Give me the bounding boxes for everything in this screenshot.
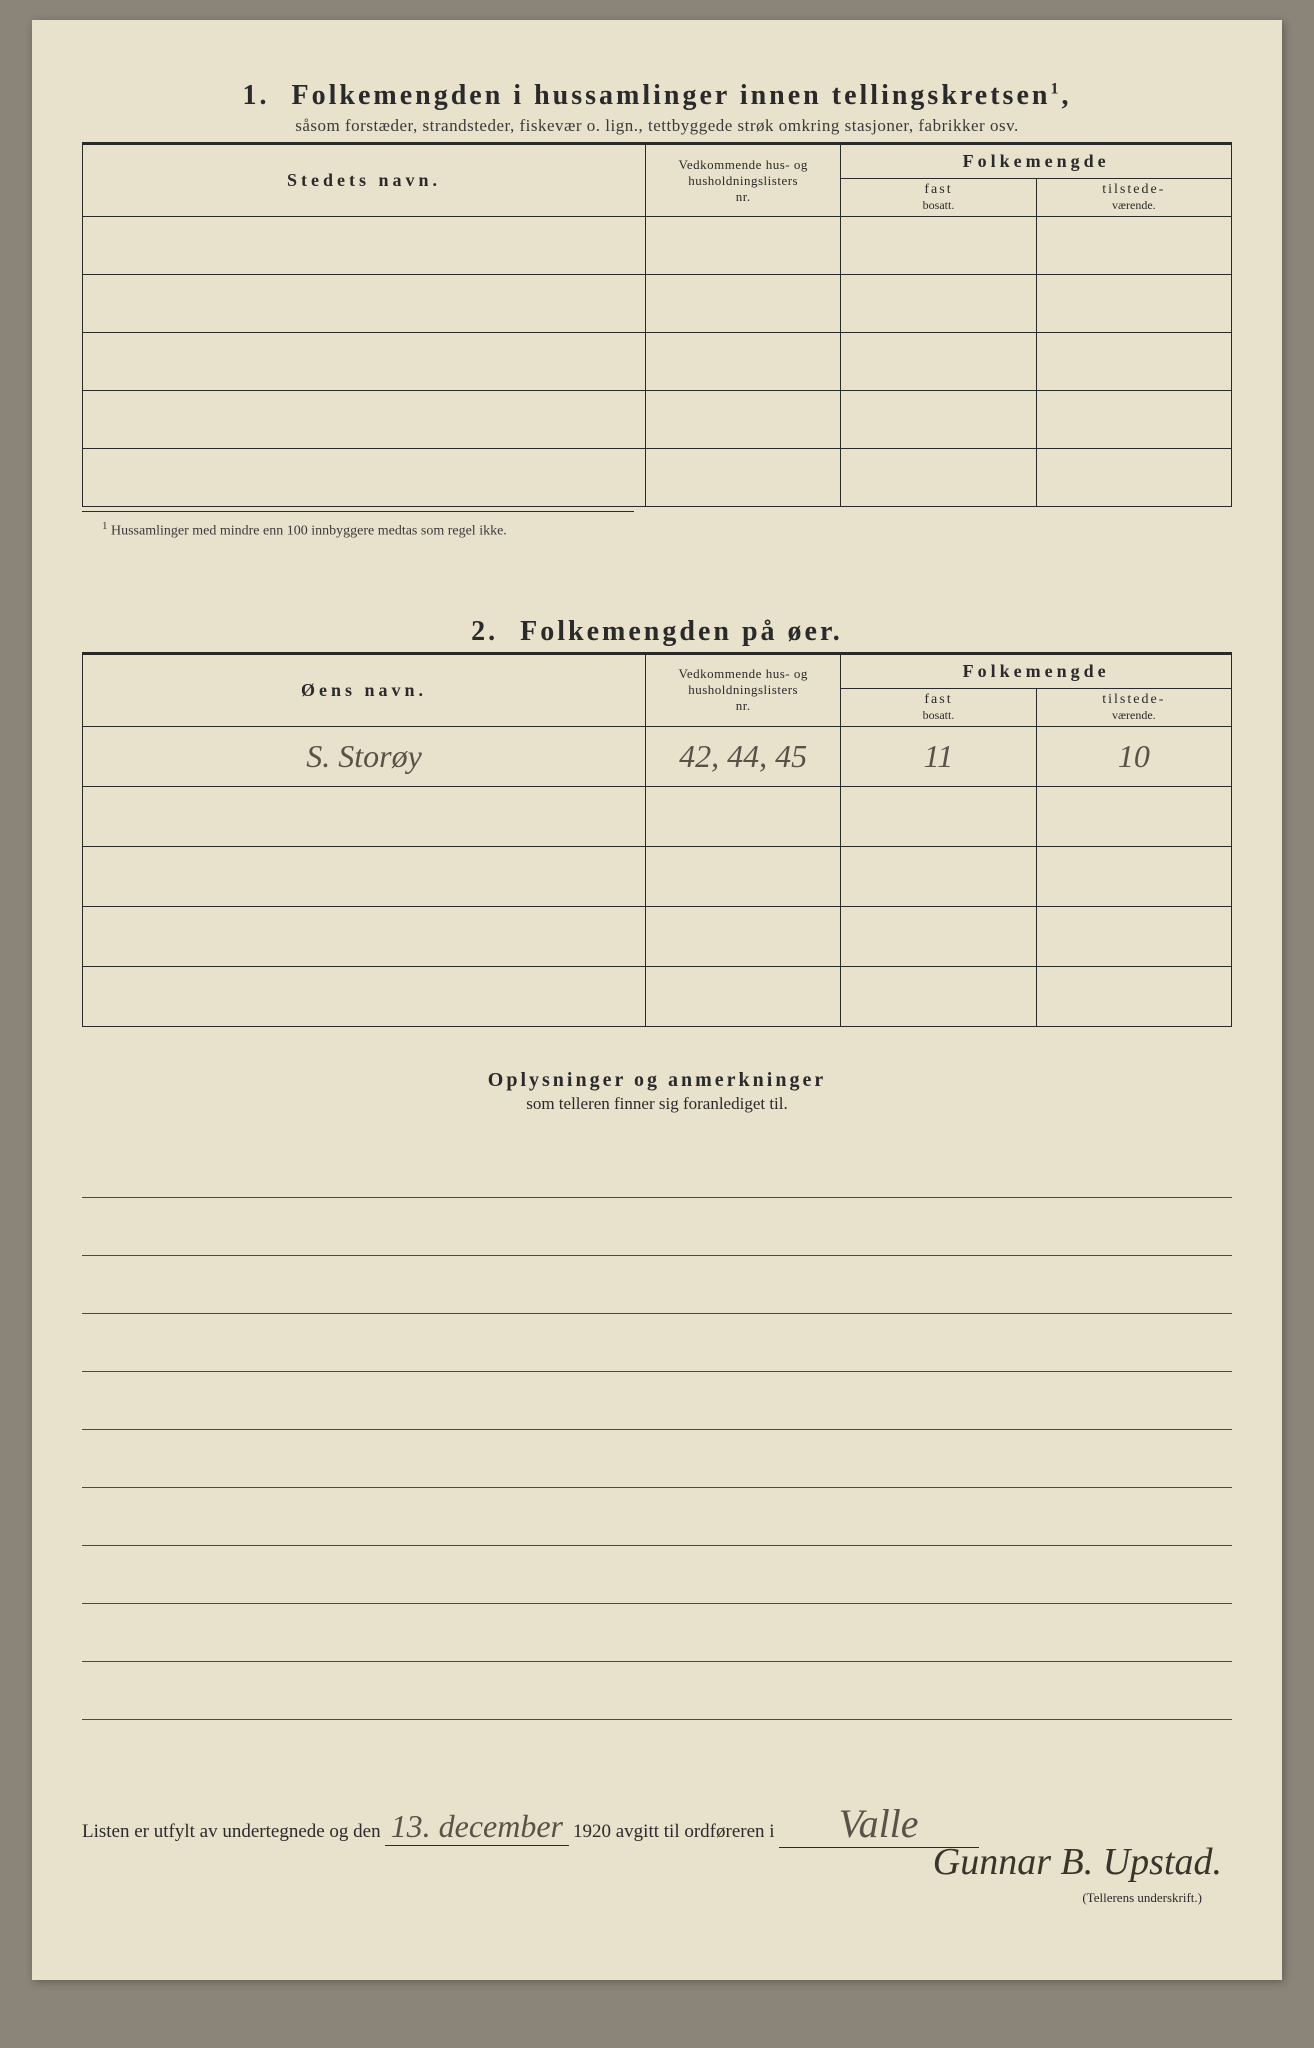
section1-hdr-ref: Vedkommende hus- og husholdningslisters … <box>646 145 841 217</box>
ruled-line <box>82 1256 1232 1314</box>
table-row: S. Storøy 42, 44, 45 11 10 <box>83 726 1232 786</box>
section2-hdr-name: Øens navn. <box>83 654 646 726</box>
section1-title: 1. Folkemengden i hussamlinger innen tel… <box>82 80 1232 112</box>
signature-area: Listen er utfylt av undertegnede og den … <box>82 1800 1232 1848</box>
ruled-line <box>82 1546 1232 1604</box>
sig-caption: (Tellerens underskrift.) <box>1082 1890 1202 1906</box>
cell-fast: 11 <box>924 738 954 774</box>
section1-subtitle: såsom forstæder, strandsteder, fiskevær … <box>82 116 1232 136</box>
table-row <box>83 906 1232 966</box>
cell-name: S. Storøy <box>306 738 422 774</box>
ruled-line <box>82 1140 1232 1198</box>
table-row <box>83 846 1232 906</box>
section-3: Oplysninger og anmerkninger som telleren… <box>82 1069 1232 1720</box>
section2-hdr-til: tilstede-værende. <box>1036 688 1231 726</box>
section2-table: Øens navn. Vedkommende hus- og husholdni… <box>82 654 1232 1027</box>
table-row <box>83 391 1232 449</box>
section2-tbody: S. Storøy 42, 44, 45 11 10 <box>83 726 1232 1026</box>
footnote-sup: 1 <box>102 520 108 532</box>
section2-number: 2. <box>471 616 498 647</box>
section2-hdr-ref: Vedkommende hus- og husholdningslisters … <box>646 654 841 726</box>
section2-hdr-folkemengde: Folkemengde <box>841 654 1232 688</box>
section1-title-sup: 1 <box>1050 81 1061 98</box>
cell-til: 10 <box>1118 738 1150 774</box>
section1-footnote: 1 Hussamlinger med mindre enn 100 innbyg… <box>82 511 634 546</box>
ruled-line <box>82 1604 1232 1662</box>
sig-mid: avgitt til ordføreren i <box>616 1821 775 1843</box>
ruled-line <box>82 1662 1232 1720</box>
sig-date: 13. december <box>385 1808 569 1846</box>
ruled-line <box>82 1198 1232 1256</box>
section2-hdr-fast: fastbosatt. <box>841 688 1036 726</box>
footnote-text: Hussamlinger med mindre enn 100 innbygge… <box>111 524 507 539</box>
section3-title: Oplysninger og anmerkninger <box>82 1069 1232 1092</box>
section1-table: Stedets navn. Vedkommende hus- og hushol… <box>82 144 1232 507</box>
ruled-lines <box>82 1140 1232 1720</box>
ruled-line <box>82 1314 1232 1372</box>
ruled-line <box>82 1430 1232 1488</box>
section1-hdr-folkemengde: Folkemengde <box>841 145 1232 179</box>
section-2: 2. Folkemengden på øer. Øens navn. Vedko… <box>82 616 1232 1027</box>
section1-title-text: Folkemengden i hussamlinger innen tellin… <box>292 80 1051 111</box>
table-row <box>83 449 1232 507</box>
ruled-line <box>82 1372 1232 1430</box>
table-row <box>83 333 1232 391</box>
section1-tbody <box>83 217 1232 507</box>
table-row <box>83 217 1232 275</box>
section1-number: 1. <box>243 80 270 111</box>
section2-title-text: Folkemengden på øer. <box>520 616 843 647</box>
table-row <box>83 966 1232 1026</box>
section1-hdr-til: tilstede-værende. <box>1036 179 1231 217</box>
section1-hdr-name: Stedets navn. <box>83 145 646 217</box>
sig-signature: Gunnar B. Upstad. <box>933 1840 1222 1884</box>
section1-title-suffix: , <box>1061 80 1071 111</box>
sig-prefix: Listen er utfylt av undertegnede og den <box>82 1821 381 1843</box>
section2-title: 2. Folkemengden på øer. <box>82 616 1232 648</box>
section3-subtitle: som telleren finner sig foranlediget til… <box>82 1094 1232 1114</box>
table-row <box>83 786 1232 846</box>
section-1: 1. Folkemengden i hussamlinger innen tel… <box>82 80 1232 546</box>
ruled-line <box>82 1488 1232 1546</box>
table-row <box>83 275 1232 333</box>
section1-hdr-fast: fastbosatt. <box>841 179 1036 217</box>
cell-ref: 42, 44, 45 <box>679 738 807 774</box>
document-page: 1. Folkemengden i hussamlinger innen tel… <box>32 20 1282 1980</box>
sig-year: 1920 <box>573 1821 611 1843</box>
